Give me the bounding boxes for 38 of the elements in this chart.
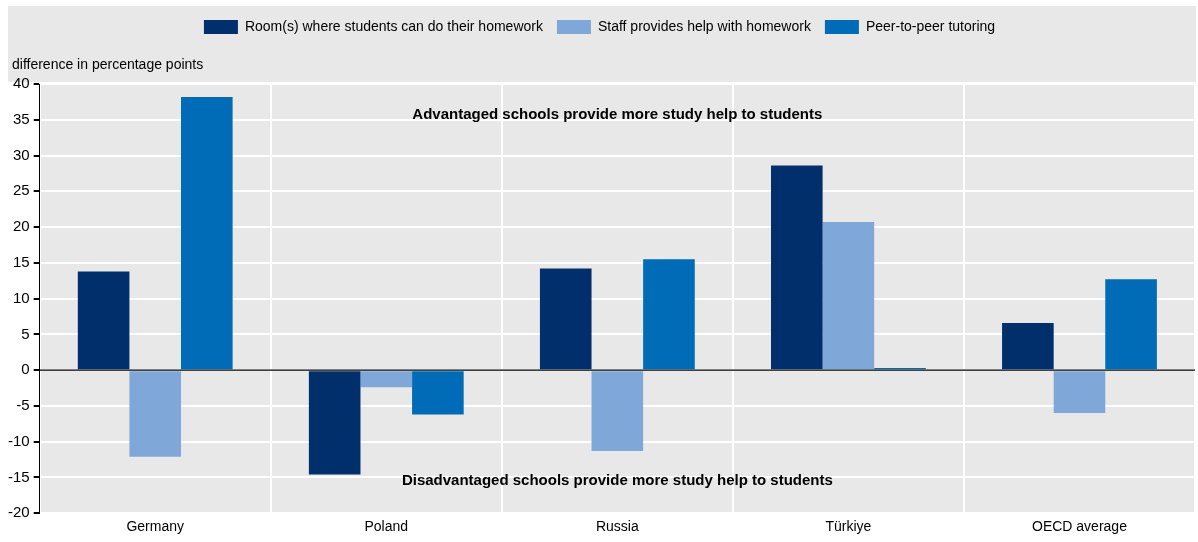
- y-tick-label: 5: [21, 324, 30, 342]
- y-tick-label: -10: [7, 431, 30, 449]
- y-tick-label: 25: [12, 181, 30, 199]
- bar: [1002, 322, 1054, 370]
- x-tick-label: Türkiye: [825, 518, 872, 535]
- y-tick-label: 35: [12, 109, 30, 127]
- y-tick-label: -5: [16, 396, 30, 414]
- bar: [360, 371, 413, 388]
- bar: [771, 165, 823, 370]
- legend-label: Staff provides help with homework: [597, 17, 812, 34]
- bar: [1053, 371, 1106, 414]
- y-tick-label: 40: [12, 74, 30, 92]
- bar: [77, 271, 130, 370]
- y-tick-label: -15: [7, 467, 30, 485]
- bar: [539, 268, 592, 370]
- y-tick-label: -20: [7, 503, 30, 521]
- annotation: Disadvantaged schools provide more study help to students: [401, 471, 833, 489]
- annotation: Advantaged schools provide more study help to students: [412, 105, 823, 123]
- bar: [181, 96, 233, 370]
- y-tick-label: 30: [12, 145, 30, 163]
- x-tick-label: Russia: [595, 518, 639, 535]
- x-tick-label: Poland: [364, 518, 409, 535]
- y-axis-title: difference in percentage points: [12, 55, 204, 72]
- bar: [1105, 279, 1157, 370]
- bar: [591, 371, 644, 451]
- bar: [822, 222, 875, 370]
- legend-label: Peer-to-peer tutoring: [865, 17, 996, 34]
- legend-label: Room(s) where students can do their homework: [244, 17, 544, 34]
- bar: [643, 259, 695, 370]
- x-tick-label: Germany: [126, 518, 184, 535]
- bar: [412, 371, 464, 415]
- x-tick-label: OECD average: [1032, 518, 1128, 535]
- y-tick-label: 15: [12, 252, 30, 270]
- bar: [308, 371, 361, 475]
- y-tick-label: 10: [12, 288, 30, 306]
- y-tick-label: 20: [12, 217, 30, 235]
- y-tick-label: 0: [21, 360, 30, 378]
- bar: [129, 371, 182, 457]
